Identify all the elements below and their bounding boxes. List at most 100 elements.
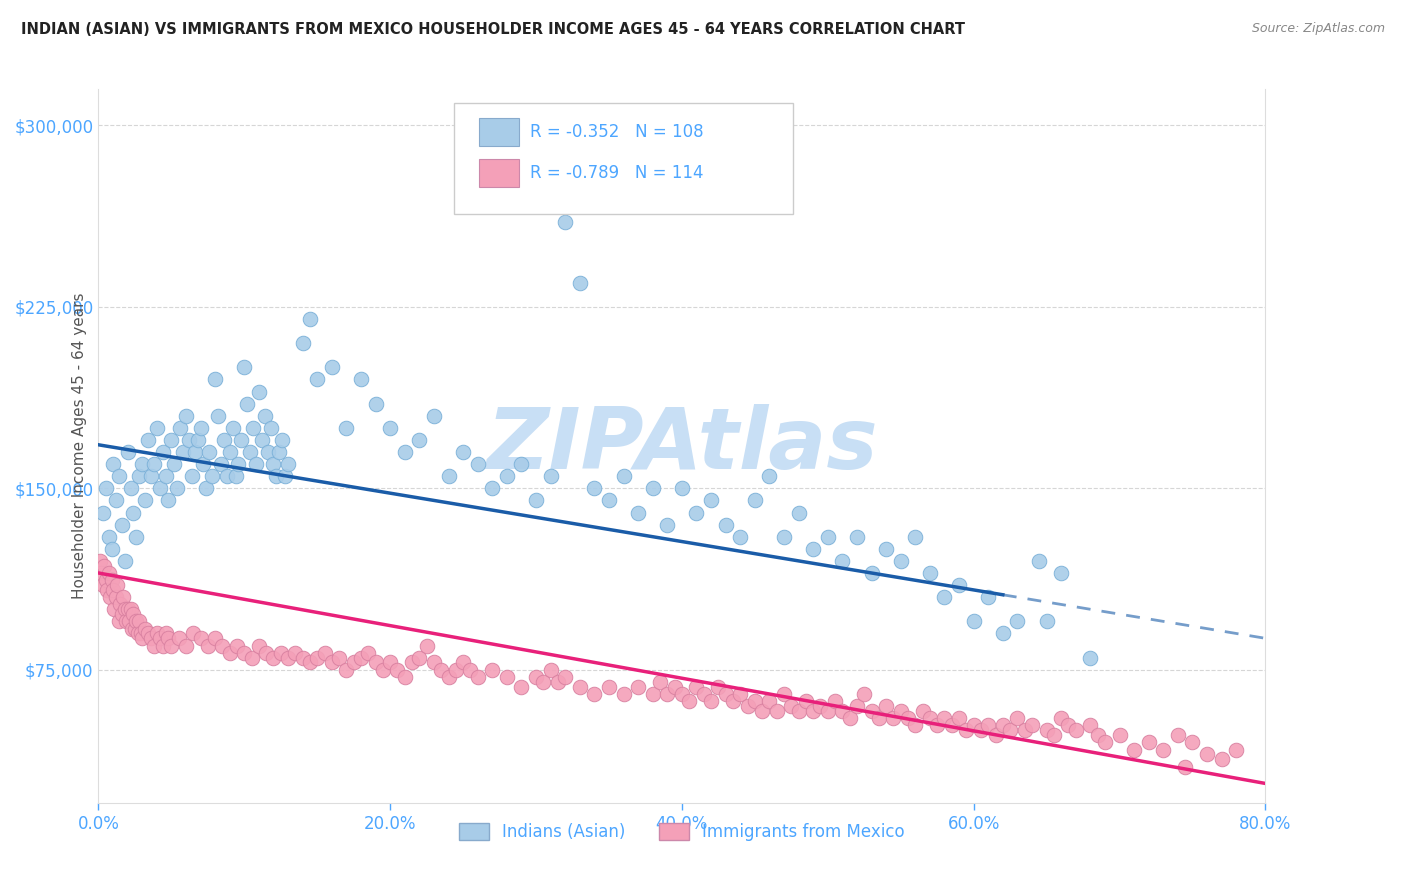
Point	[160, 433, 183, 447]
Point	[437, 469, 460, 483]
Point	[114, 602, 136, 616]
Point	[335, 663, 357, 677]
Point	[269, 445, 291, 459]
Point	[146, 626, 169, 640]
Point	[101, 457, 124, 471]
Point	[1174, 759, 1197, 773]
Point	[860, 704, 883, 718]
Point	[155, 626, 177, 640]
Point	[160, 639, 183, 653]
Point	[451, 656, 474, 670]
Point	[927, 718, 949, 732]
Point	[1137, 735, 1160, 749]
Point	[641, 687, 664, 701]
Point	[1007, 711, 1029, 725]
Point	[423, 656, 446, 670]
Point	[693, 687, 716, 701]
Point	[101, 582, 124, 597]
Point	[167, 632, 190, 646]
Y-axis label: Householder Income Ages 45 - 64 years: Householder Income Ages 45 - 64 years	[72, 293, 87, 599]
Point	[122, 607, 145, 621]
Point	[266, 469, 288, 483]
Point	[444, 663, 467, 677]
Point	[321, 360, 343, 375]
Point	[204, 632, 226, 646]
Point	[1211, 752, 1233, 766]
Point	[263, 650, 285, 665]
Point	[103, 602, 125, 616]
Point	[117, 602, 139, 616]
Point	[868, 711, 890, 725]
Point	[1087, 728, 1109, 742]
Point	[111, 607, 134, 621]
Point	[364, 397, 387, 411]
Point	[118, 615, 141, 629]
Point	[120, 481, 142, 495]
Point	[1197, 747, 1219, 762]
Point	[707, 680, 730, 694]
Point	[817, 530, 839, 544]
Point	[225, 469, 247, 483]
Point	[350, 650, 373, 665]
Point	[598, 493, 620, 508]
Point	[531, 674, 554, 689]
Point	[991, 718, 1014, 732]
Point	[198, 445, 221, 459]
Point	[737, 699, 759, 714]
Point	[100, 541, 122, 556]
Point	[93, 558, 115, 573]
Point	[991, 626, 1014, 640]
Point	[174, 409, 197, 423]
Point	[307, 372, 329, 386]
Point	[394, 670, 416, 684]
Point	[911, 704, 934, 718]
Point	[270, 646, 292, 660]
Point	[277, 650, 299, 665]
Point	[195, 481, 218, 495]
FancyBboxPatch shape	[479, 159, 519, 187]
Point	[1108, 728, 1130, 742]
Point	[744, 493, 766, 508]
Point	[314, 646, 336, 660]
Point	[1080, 718, 1102, 732]
Point	[117, 445, 139, 459]
Point	[467, 670, 489, 684]
Point	[1035, 723, 1057, 738]
Point	[183, 445, 205, 459]
Point	[215, 469, 238, 483]
Point	[193, 457, 215, 471]
Point	[613, 687, 636, 701]
Point	[136, 433, 159, 447]
Point	[496, 670, 519, 684]
Point	[111, 517, 134, 532]
Point	[291, 650, 314, 665]
Point	[831, 704, 853, 718]
Point	[90, 566, 112, 580]
Point	[233, 646, 256, 660]
Point	[129, 626, 152, 640]
Point	[460, 663, 482, 677]
Point	[380, 421, 402, 435]
Point	[125, 530, 148, 544]
Point	[357, 646, 380, 660]
Point	[91, 578, 114, 592]
Point	[671, 481, 693, 495]
Point	[948, 578, 970, 592]
Point	[408, 433, 430, 447]
Text: ZIPAtlas: ZIPAtlas	[486, 404, 877, 488]
Point	[380, 656, 402, 670]
Point	[115, 615, 138, 629]
Point	[984, 728, 1007, 742]
Point	[998, 723, 1021, 738]
Point	[1181, 735, 1204, 749]
Point	[146, 421, 169, 435]
Point	[190, 632, 212, 646]
Point	[627, 680, 650, 694]
Point	[765, 704, 787, 718]
Point	[810, 699, 832, 714]
Point	[125, 615, 148, 629]
Point	[801, 541, 824, 556]
Point	[307, 650, 329, 665]
Point	[540, 663, 562, 677]
Point	[207, 409, 229, 423]
